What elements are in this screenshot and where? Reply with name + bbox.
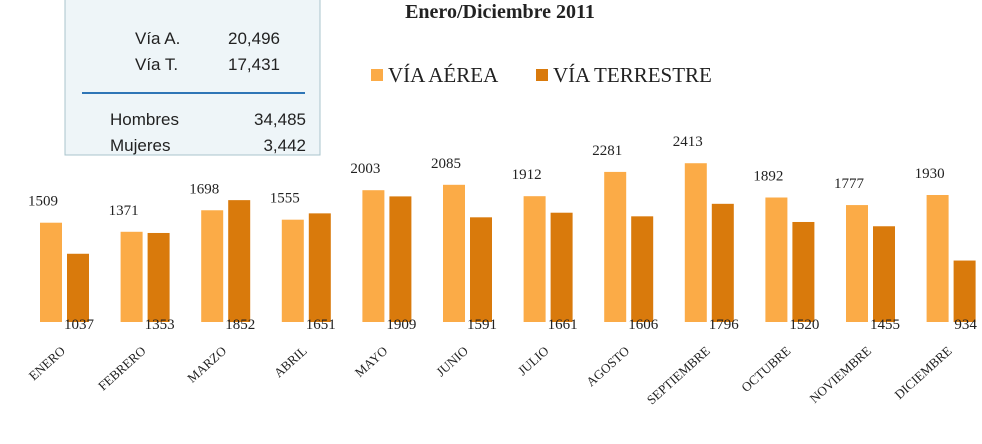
value-label: 1520 (789, 317, 819, 333)
value-label: 1909 (386, 317, 416, 333)
bar (711, 203, 734, 322)
legend-swatch (371, 69, 383, 81)
bar (67, 253, 89, 322)
value-label: 1555 (270, 191, 300, 207)
value-label: 2085 (431, 156, 461, 172)
value-label: 1930 (915, 166, 945, 182)
bar (470, 217, 492, 322)
info-value: 20,496 (228, 29, 280, 48)
value-label: 1591 (467, 317, 497, 333)
info-label: Mujeres (110, 136, 170, 155)
x-tick-label: OCTUBRE (738, 343, 793, 395)
value-label: 2281 (592, 143, 622, 159)
value-label: 1509 (28, 194, 58, 210)
value-label: 2003 (350, 161, 380, 177)
info-value: 34,485 (254, 110, 306, 129)
bar (120, 231, 143, 322)
value-label: 1892 (753, 169, 783, 185)
bar (765, 197, 788, 322)
x-tick-label: JULIO (515, 343, 552, 378)
bar (228, 200, 251, 322)
value-label: 1353 (145, 317, 175, 333)
value-label: 1796 (709, 317, 740, 333)
x-tick-label: MAYO (352, 343, 391, 380)
info-label: Hombres (110, 110, 179, 129)
x-tick-label: MARZO (184, 343, 229, 386)
bar (147, 232, 170, 322)
value-label: 1455 (870, 317, 900, 333)
x-tick-label: JUNIO (433, 343, 471, 379)
value-label: 1037 (64, 317, 95, 333)
bar (873, 226, 895, 322)
value-label: 1371 (109, 203, 139, 219)
chart-title: Enero/Diciembre 2011 (405, 1, 595, 23)
value-label: 1661 (548, 317, 578, 333)
info-box (64, 0, 321, 156)
bar (631, 216, 654, 322)
x-tick-label: DICIEMBRE (891, 343, 954, 402)
x-tick-label: NOVIEMBRE (807, 343, 875, 406)
bar (792, 221, 815, 322)
bar (362, 190, 385, 322)
bar (281, 219, 304, 322)
value-label: 934 (954, 317, 977, 333)
bar (926, 195, 949, 322)
value-label: 2413 (673, 134, 703, 150)
x-tick-label: AGOSTO (583, 343, 632, 389)
bar (40, 222, 62, 322)
x-tick-label: SEPTIEMBRE (644, 343, 713, 407)
bar (846, 205, 868, 322)
value-label: 1912 (512, 167, 542, 183)
info-label: Vía T. (135, 55, 178, 74)
bar (550, 212, 573, 322)
bar (308, 213, 331, 322)
value-label: 1777 (834, 176, 865, 192)
bar (523, 196, 546, 322)
legend-label: VÍA TERRESTRE (553, 63, 712, 87)
info-label: Vía A. (135, 29, 180, 48)
legend-label: VÍA AÉREA (388, 63, 499, 87)
bar (443, 184, 465, 322)
value-label: 1698 (189, 181, 219, 197)
value-label: 1852 (225, 317, 255, 333)
bar (389, 196, 412, 322)
info-value: 3,442 (263, 136, 306, 155)
x-tick-label: ABRIL (271, 343, 310, 380)
value-label: 1606 (628, 317, 659, 333)
bar (201, 210, 224, 322)
x-tick-label: ENERO (26, 343, 68, 383)
x-tick-label: FEBRERO (95, 343, 149, 393)
bar (953, 260, 976, 322)
legend-swatch (536, 69, 548, 81)
bar (604, 171, 627, 322)
value-label: 1651 (306, 317, 336, 333)
info-value: 17,431 (228, 55, 280, 74)
bar (684, 163, 707, 322)
